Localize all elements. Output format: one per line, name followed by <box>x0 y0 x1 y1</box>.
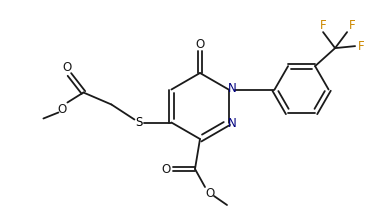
Text: F: F <box>358 40 364 53</box>
Text: F: F <box>320 19 326 32</box>
Text: O: O <box>58 103 67 116</box>
Text: F: F <box>349 19 356 32</box>
Text: O: O <box>161 162 171 175</box>
Text: O: O <box>205 187 215 200</box>
Text: O: O <box>195 37 205 50</box>
Text: N: N <box>228 117 237 130</box>
Text: N: N <box>228 82 237 95</box>
Text: S: S <box>136 116 143 129</box>
Text: O: O <box>63 61 72 74</box>
